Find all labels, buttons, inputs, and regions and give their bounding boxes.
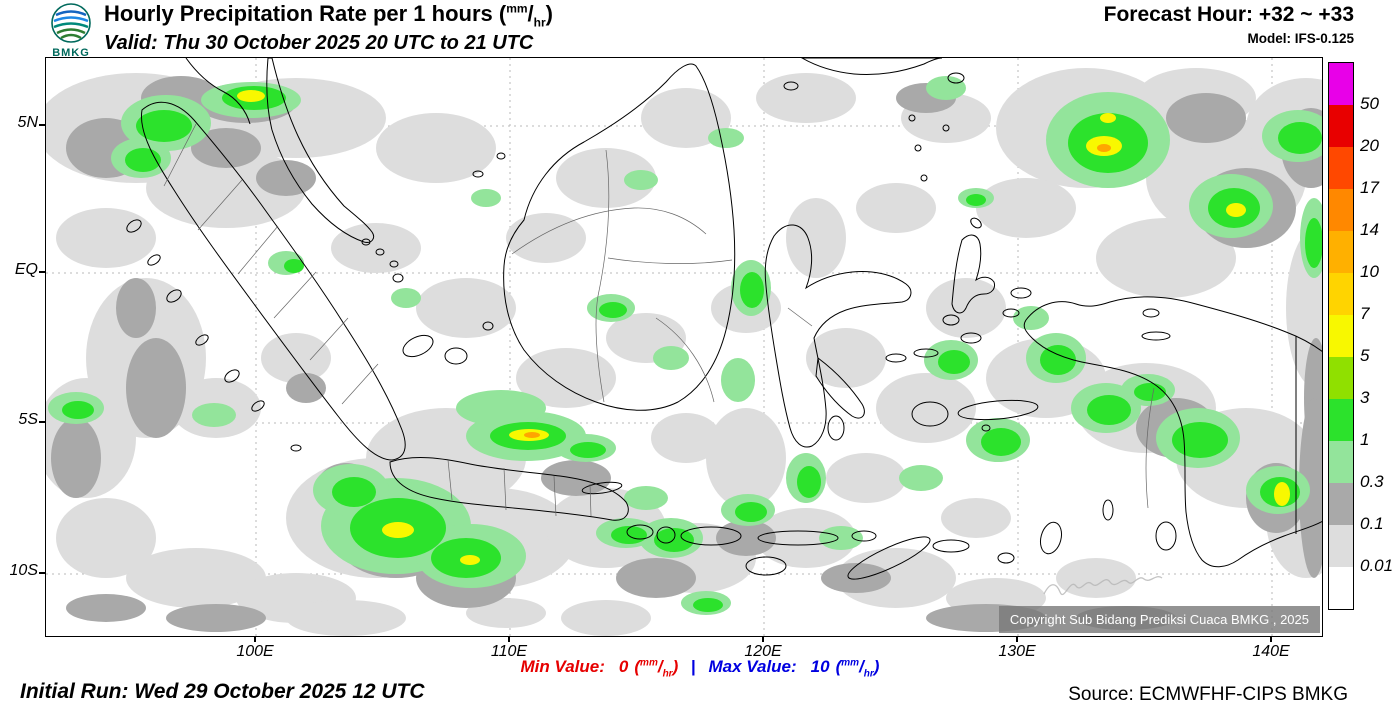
unit-numerator: mm bbox=[506, 1, 528, 16]
legend-value-0.01: 0.01 bbox=[1360, 556, 1394, 575]
map-area: Copyright Sub Bidang Prediksi Cuaca BMKG… bbox=[36, 57, 1366, 637]
lat-tick bbox=[39, 421, 45, 423]
legend-band bbox=[1329, 567, 1353, 609]
unit-denominator: hr bbox=[533, 15, 546, 30]
lon-label-110E: 110E bbox=[490, 643, 528, 660]
admin-borders bbox=[163, 123, 1155, 517]
legend-band bbox=[1329, 147, 1353, 189]
coastlines bbox=[126, 57, 1329, 580]
lon-label-140E: 140E bbox=[1252, 643, 1290, 660]
lon-label-120E: 120E bbox=[744, 643, 782, 660]
legend-band bbox=[1329, 399, 1353, 441]
lon-label-100E: 100E bbox=[236, 643, 274, 660]
lat-tick bbox=[39, 572, 45, 574]
forecast-hour: Forecast Hour: +32 ~ +33 bbox=[1103, 3, 1354, 26]
lon-tick bbox=[762, 636, 764, 642]
legend-band bbox=[1329, 63, 1353, 105]
bmkg-logo-icon bbox=[51, 3, 91, 43]
legend-band bbox=[1329, 357, 1353, 399]
lon-tick bbox=[254, 636, 256, 642]
lat-tick bbox=[39, 271, 45, 273]
lat-label-5S: 5S bbox=[18, 411, 38, 428]
copyright-watermark: Copyright Sub Bidang Prediksi Cuaca BMKG… bbox=[998, 606, 1320, 633]
precipitation-map bbox=[36, 57, 1366, 636]
legend-value-20: 20 bbox=[1360, 136, 1379, 155]
legend-value-1: 1 bbox=[1360, 430, 1370, 449]
legend-value-17: 17 bbox=[1360, 178, 1379, 197]
bmkg-logo-label: BMKG bbox=[52, 47, 90, 59]
lat-label-EQ: EQ bbox=[14, 261, 38, 278]
lon-tick bbox=[508, 636, 510, 642]
min-value: Min Value: 0 (mm/hr) bbox=[520, 657, 679, 680]
page-title: Hourly Precipitation Rate per 1 hours (m… bbox=[104, 1, 553, 30]
initial-run: Initial Run: Wed 29 October 2025 12 UTC bbox=[20, 680, 425, 703]
forecast-info: Forecast Hour: +32 ~ +33 Model: IFS-0.12… bbox=[1104, 3, 1354, 46]
lon-tick bbox=[1270, 636, 1272, 642]
legend: 50 20 17 14 10 7 5 3 1 0.3 0.1 0.01 bbox=[1328, 62, 1393, 610]
legend-value-5: 5 bbox=[1360, 346, 1370, 365]
legend-band bbox=[1329, 105, 1353, 147]
legend-value-0.3: 0.3 bbox=[1360, 472, 1384, 491]
lon-tick bbox=[1016, 636, 1018, 642]
legend-band bbox=[1329, 189, 1353, 231]
lat-label-5N: 5N bbox=[17, 114, 38, 131]
max-value: Max Value: 10 (mm/hr) bbox=[708, 657, 880, 680]
minmax-line: Min Value: 0 (mm/hr) | Max Value: 10 (mm/hr) bbox=[0, 657, 1400, 679]
legend-colorbar bbox=[1328, 62, 1354, 610]
precipitation-blobs bbox=[36, 68, 1366, 636]
minmax-separator: | bbox=[690, 657, 696, 676]
title-block: Hourly Precipitation Rate per 1 hours (m… bbox=[104, 1, 553, 55]
legend-band bbox=[1329, 231, 1353, 273]
lat-label-10S: 10S bbox=[9, 562, 38, 579]
valid-time: Valid: Thu 30 October 2025 20 UTC to 21 … bbox=[104, 32, 534, 55]
lon-label-130E: 130E bbox=[998, 643, 1036, 660]
source: Source: ECMWFHF-CIPS BMKG bbox=[1068, 684, 1348, 705]
legend-value-7: 7 bbox=[1360, 304, 1370, 323]
lat-tick bbox=[39, 124, 45, 126]
model-name: Model: IFS-0.125 bbox=[1247, 31, 1354, 46]
legend-band bbox=[1329, 525, 1353, 567]
legend-value-10: 10 bbox=[1360, 262, 1379, 281]
signature-watermark bbox=[1043, 576, 1163, 595]
bmkg-logo: BMKG bbox=[44, 2, 98, 59]
legend-band bbox=[1329, 273, 1353, 315]
legend-value-0.1: 0.1 bbox=[1360, 514, 1384, 533]
legend-value-3: 3 bbox=[1360, 388, 1370, 407]
legend-band bbox=[1329, 483, 1353, 525]
legend-value-14: 14 bbox=[1360, 220, 1379, 239]
legend-band bbox=[1329, 315, 1353, 357]
legend-band bbox=[1329, 441, 1353, 483]
legend-value-50: 50 bbox=[1360, 94, 1379, 113]
